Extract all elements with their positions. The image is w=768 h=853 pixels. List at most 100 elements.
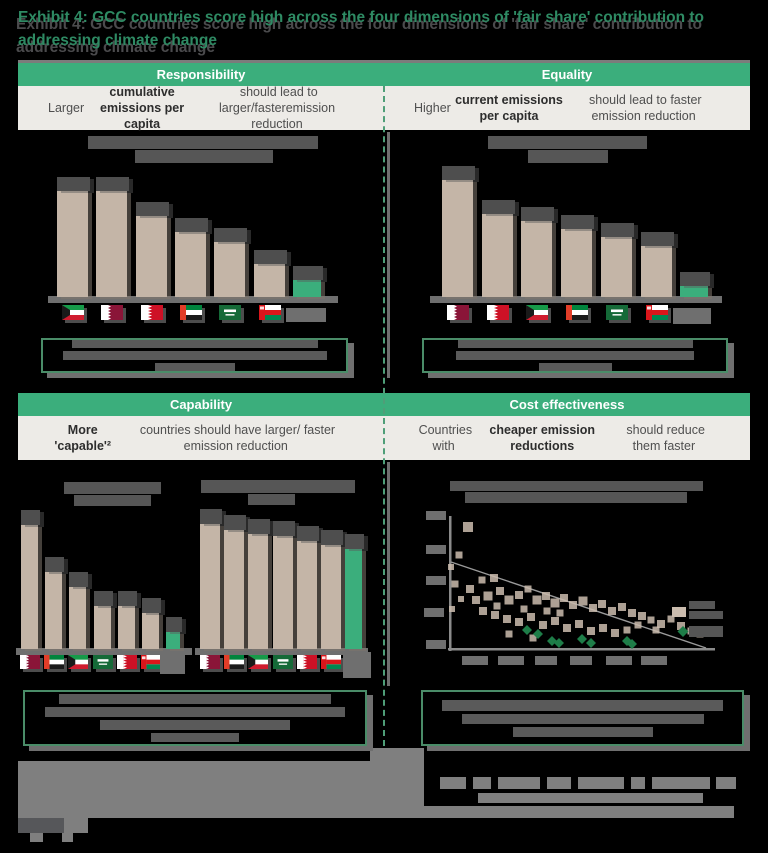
legend-marker-other — [672, 607, 686, 617]
bar-kuwait — [69, 587, 86, 649]
y-tick-label-redacted — [426, 545, 446, 554]
subtitle-pre: Higher — [414, 101, 455, 115]
header-equality: Equality — [541, 67, 593, 82]
takeaway-box — [422, 338, 728, 373]
bar-value-label-redacted — [45, 557, 64, 572]
legend-label-redacted — [689, 601, 715, 609]
bar-value-label-redacted — [641, 232, 674, 246]
flag-bahrain-icon — [117, 655, 137, 669]
flag-bahrain-icon — [487, 305, 509, 320]
subtitle-pre: Countries with — [418, 423, 476, 453]
bar-oman — [321, 545, 341, 649]
bar-value-label-redacted — [345, 534, 364, 549]
flag-qatar-icon — [101, 305, 123, 320]
flag-saudi-arabia-icon — [273, 655, 293, 669]
chart-title-redacted — [528, 150, 608, 163]
takeaway-text-redacted — [62, 351, 327, 360]
footnote-redacted — [578, 777, 624, 789]
bar-value-label-redacted — [21, 510, 40, 525]
chart-baseline — [48, 296, 338, 303]
chart-title-redacted — [450, 481, 703, 491]
bar-value-label-redacted — [561, 215, 594, 229]
footnote-redacted — [18, 806, 734, 818]
footnote-redacted — [547, 777, 571, 789]
title-line-2: addressing climate change — [18, 32, 217, 49]
y-axis — [449, 516, 452, 651]
subtitle-bold: More 'capable'² — [54, 423, 112, 453]
flag-kuwait-icon — [526, 305, 548, 320]
benchmark-label-redacted — [343, 652, 371, 678]
flag-oman-icon — [321, 655, 341, 669]
chart-title-redacted — [201, 480, 355, 493]
bar-kuwait — [248, 534, 268, 649]
title-line-1: Exhibit 4: GCC countries score high acro… — [18, 9, 705, 26]
bar-value-label-redacted — [254, 250, 287, 264]
benchmark-label-redacted — [286, 308, 326, 322]
bar-value-label-redacted — [96, 177, 129, 191]
bar-qatar — [96, 191, 127, 297]
bar-value-label-redacted — [248, 519, 270, 534]
takeaway-text-redacted — [71, 340, 318, 349]
bar-benchmark — [166, 632, 180, 649]
legend-label-redacted — [689, 626, 723, 637]
scatter-points-gcc — [522, 625, 637, 649]
bar-value-label-redacted — [69, 572, 88, 587]
bar-benchmark — [293, 280, 321, 297]
takeaway-text-redacted — [100, 720, 290, 730]
footnote-redacted — [498, 777, 540, 789]
chart-baseline — [195, 648, 368, 655]
bar-value-label-redacted — [166, 617, 182, 632]
bar-value-label-redacted — [297, 526, 319, 541]
subtitle-bold: current emissions per capita — [455, 93, 567, 123]
bar-value-label-redacted — [224, 515, 246, 530]
flag-bahrain-icon — [297, 655, 317, 669]
subtitle-pre: Larger — [48, 101, 88, 115]
bar-value-label-redacted — [214, 228, 247, 242]
takeaway-box — [421, 690, 744, 746]
takeaway-box — [23, 690, 367, 746]
bar-bahrain — [118, 606, 135, 649]
scatter-points-other — [448, 522, 704, 642]
subtitle-post: should lead to faster emission reduction — [585, 93, 706, 123]
bar-value-label-redacted — [142, 598, 161, 613]
bar-united-arab-emirates — [45, 572, 62, 649]
takeaway-text-redacted — [59, 694, 331, 704]
chart-title-redacted — [465, 492, 687, 503]
takeaway-text-redacted — [151, 733, 239, 742]
flag-saudi-arabia-icon — [219, 305, 241, 320]
quadrant-separator-shadow — [387, 462, 390, 686]
footnote-redacted — [18, 761, 424, 806]
footnote-redacted — [652, 777, 710, 789]
header-responsibility: Responsibility — [156, 67, 246, 82]
subtitle-responsibility: Larger cumulative emissions per capita s… — [18, 85, 384, 131]
flag-saudi-arabia-icon — [606, 305, 628, 320]
takeaway-text-redacted — [45, 707, 345, 717]
chart-baseline — [430, 296, 722, 303]
footnote-redacted — [631, 777, 645, 789]
bar-saudi-arabia — [214, 242, 245, 297]
bar-value-label-redacted — [57, 177, 90, 191]
flag-kuwait-icon — [62, 305, 84, 320]
bar-value-label-redacted — [118, 591, 137, 606]
takeaway-text-redacted — [457, 340, 693, 349]
bar-bahrain — [136, 216, 167, 297]
bar-united-arab-emirates — [224, 530, 244, 649]
flag-qatar-icon — [447, 305, 469, 320]
panel-top-border — [18, 60, 750, 63]
bar-bahrain — [297, 541, 317, 649]
flag-oman-icon — [259, 305, 281, 320]
flag-uae-icon — [44, 655, 64, 669]
flag-kuwait-icon — [68, 655, 88, 669]
footnote-redacted — [473, 777, 491, 789]
footnote-redacted — [440, 777, 466, 789]
legend-marker-gcc — [677, 626, 689, 637]
footnote-redacted — [370, 748, 424, 761]
bar-qatar — [21, 525, 38, 649]
logo-block — [18, 818, 64, 833]
subtitle-post: countries should have larger/ faster emi… — [136, 423, 339, 453]
flag-oman-icon — [141, 655, 161, 669]
x-tick-label-redacted — [641, 656, 667, 665]
bar-value-label-redacted — [94, 591, 113, 606]
chart-title-redacted — [64, 482, 161, 494]
